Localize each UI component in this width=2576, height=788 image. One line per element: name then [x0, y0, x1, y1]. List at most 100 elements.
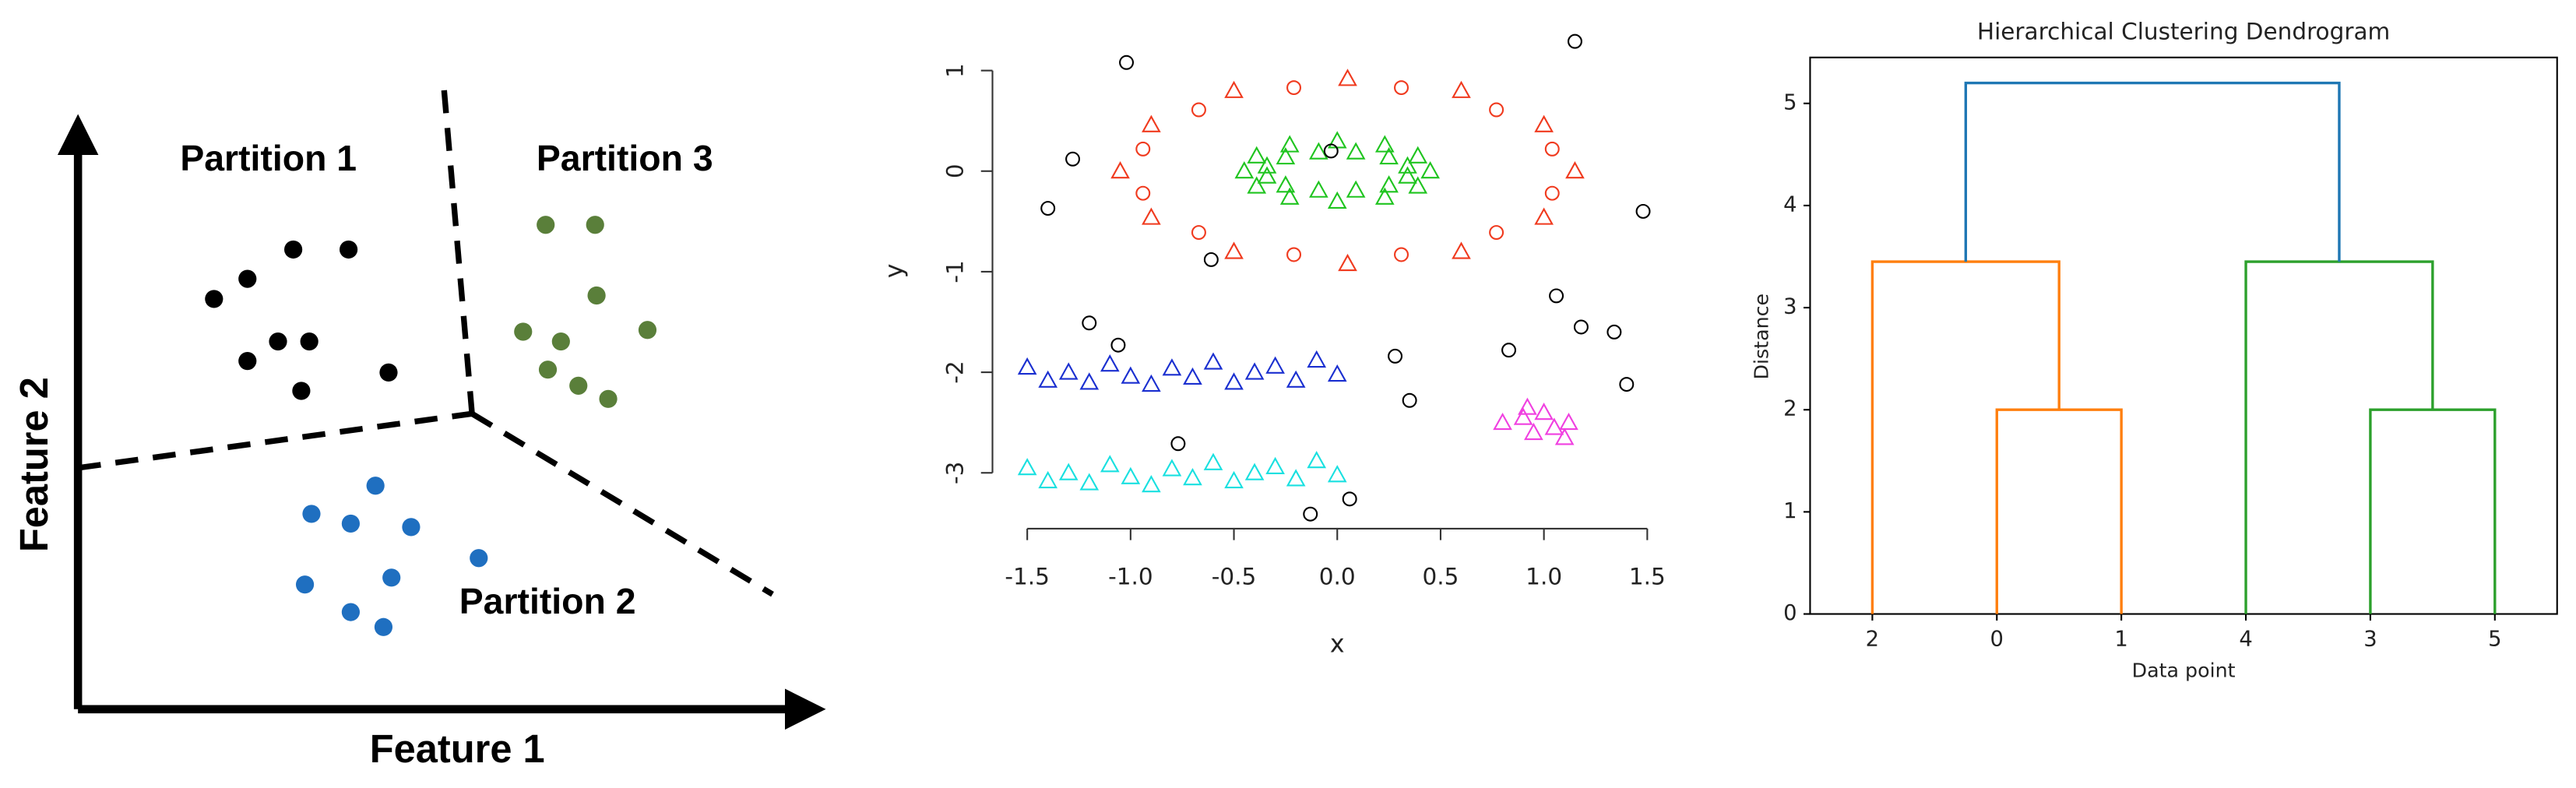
x-tick-label: -0.5	[1212, 564, 1257, 590]
point	[1402, 392, 1417, 408]
x-tick-label: 0.5	[1422, 564, 1459, 590]
point	[382, 568, 401, 587]
x-tick-label: 0	[1990, 628, 2004, 652]
point	[1142, 207, 1161, 225]
point	[1309, 180, 1328, 198]
point	[1374, 135, 1395, 153]
point	[537, 216, 555, 234]
point	[1501, 343, 1517, 358]
point	[1058, 463, 1079, 480]
x-tick-label: 0.0	[1319, 564, 1356, 590]
point	[1017, 357, 1037, 375]
point	[1346, 142, 1366, 160]
point	[1346, 180, 1366, 198]
y-tick-label: 3	[1783, 295, 1797, 319]
point	[1408, 146, 1428, 164]
point	[1323, 143, 1339, 159]
point	[1065, 151, 1081, 167]
point	[1493, 412, 1512, 431]
annotation: Partition 3	[537, 138, 713, 178]
point	[1162, 459, 1182, 477]
point	[1279, 135, 1300, 153]
point	[1183, 467, 1202, 486]
x-tick-label: 4	[2239, 628, 2252, 652]
annotation: Partition 1	[180, 138, 357, 178]
point	[1100, 455, 1120, 473]
point	[1327, 465, 1347, 483]
point	[551, 332, 570, 351]
point	[587, 286, 606, 305]
point	[1518, 397, 1537, 415]
point	[1286, 370, 1306, 388]
point	[1452, 80, 1471, 98]
point	[1544, 417, 1564, 435]
point	[1286, 80, 1302, 96]
point	[1017, 458, 1037, 476]
point	[1398, 166, 1417, 184]
point	[1247, 146, 1267, 164]
partition-boundary	[77, 410, 473, 471]
point	[1388, 348, 1403, 364]
point	[599, 389, 618, 408]
x-tick-label: -1.5	[1005, 564, 1050, 590]
point	[1544, 141, 1560, 157]
point	[1170, 436, 1186, 452]
chart-title: Hierarchical Clustering Dendrogram	[1977, 19, 2390, 45]
dendrogram-link	[1964, 81, 2341, 262]
point	[1183, 367, 1202, 385]
point	[1394, 80, 1409, 96]
point	[1135, 141, 1151, 157]
y-tick-label: 0	[1783, 601, 1797, 625]
x-tick-label: 1	[2114, 628, 2127, 652]
point	[1082, 315, 1097, 331]
point	[538, 361, 558, 379]
point	[1534, 207, 1554, 225]
point	[1224, 470, 1244, 489]
point	[1279, 187, 1300, 205]
point	[1110, 337, 1126, 353]
point	[1524, 422, 1543, 441]
point	[1398, 156, 1417, 174]
point	[340, 240, 358, 259]
point	[1135, 185, 1151, 201]
point	[1265, 456, 1285, 474]
point	[1303, 506, 1318, 522]
y-tick-label: -2	[942, 361, 969, 383]
point	[302, 505, 321, 523]
point	[1338, 253, 1357, 272]
point	[295, 575, 315, 594]
point	[1244, 463, 1265, 480]
point	[1327, 364, 1347, 382]
point	[1573, 319, 1589, 335]
x-tick-label: 1.5	[1629, 564, 1666, 590]
point	[1265, 356, 1285, 374]
y-tick-label: -1	[942, 260, 969, 283]
point	[1110, 161, 1130, 179]
plot-frame	[1809, 56, 2558, 615]
point	[1247, 176, 1267, 194]
point	[1379, 146, 1399, 165]
point	[1040, 201, 1056, 216]
dendrogram-link	[2369, 408, 2497, 614]
point	[514, 322, 533, 341]
point	[569, 376, 588, 395]
point	[1224, 241, 1244, 259]
point	[1286, 247, 1302, 262]
point	[1079, 473, 1100, 491]
point	[1234, 161, 1255, 179]
x-tick-label: 2	[1866, 628, 1879, 652]
y-tick-label: 1	[942, 63, 969, 78]
point	[1257, 156, 1277, 174]
y-tick-label: 0	[942, 164, 969, 178]
x-axis-label: x	[1330, 631, 1345, 659]
point	[1079, 372, 1100, 390]
point	[638, 321, 657, 339]
point	[1307, 350, 1327, 368]
point	[1619, 377, 1635, 392]
point	[1635, 203, 1651, 219]
point	[1489, 225, 1504, 241]
point	[1038, 470, 1058, 489]
x-tick-label: 5	[2488, 628, 2501, 652]
annotation: Partition 2	[459, 581, 636, 621]
